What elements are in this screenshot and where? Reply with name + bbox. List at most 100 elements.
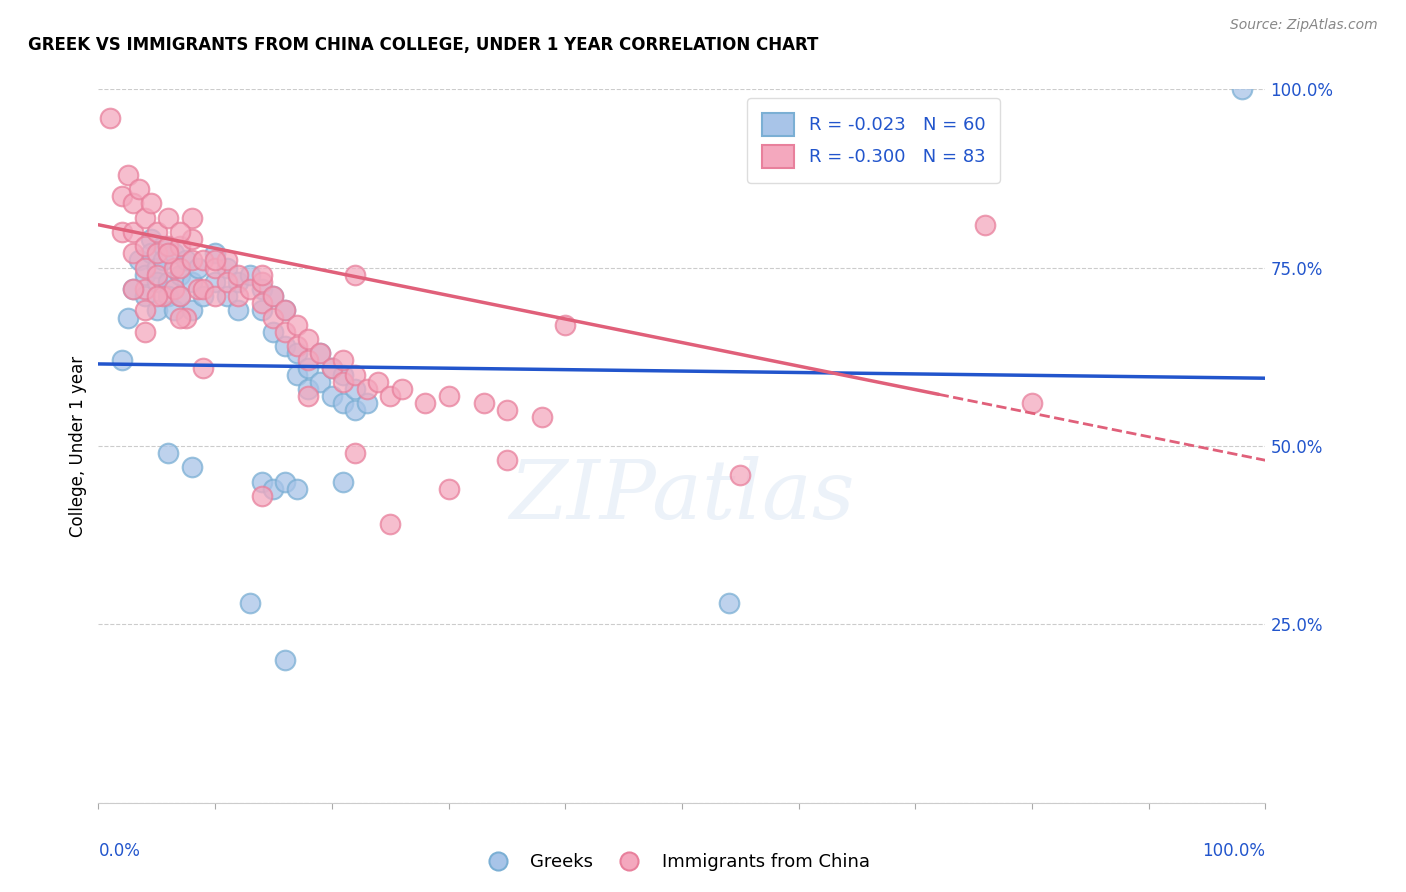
Point <box>122 225 145 239</box>
Point <box>215 260 238 275</box>
Point <box>134 282 156 296</box>
Point <box>380 389 402 403</box>
Point <box>228 303 250 318</box>
Point <box>332 368 354 382</box>
Point <box>530 410 553 425</box>
Point <box>180 232 202 246</box>
Point <box>413 396 436 410</box>
Point <box>297 353 319 368</box>
Point <box>250 303 273 318</box>
Point <box>146 246 169 260</box>
Point <box>1021 396 1043 410</box>
Point <box>228 289 250 303</box>
Legend: Greeks, Immigrants from China: Greeks, Immigrants from China <box>472 847 877 879</box>
Point <box>98 111 121 125</box>
Point <box>344 268 367 282</box>
Point <box>163 260 186 275</box>
Point <box>285 318 308 332</box>
Text: 100.0%: 100.0% <box>1202 842 1265 860</box>
Point <box>139 246 162 260</box>
Point <box>139 196 162 211</box>
Point <box>250 282 273 296</box>
Point <box>472 396 495 410</box>
Point <box>239 268 262 282</box>
Point <box>122 196 145 211</box>
Point <box>204 260 226 275</box>
Point <box>262 325 284 339</box>
Point <box>215 275 238 289</box>
Point <box>169 289 191 303</box>
Point <box>297 332 319 346</box>
Point <box>187 282 209 296</box>
Point <box>117 310 139 325</box>
Point <box>274 303 297 318</box>
Point <box>157 289 180 303</box>
Point <box>134 325 156 339</box>
Point <box>152 239 174 253</box>
Point <box>367 375 389 389</box>
Point <box>157 211 180 225</box>
Point <box>187 260 209 275</box>
Point <box>134 260 156 275</box>
Point <box>163 303 186 318</box>
Point <box>134 289 156 303</box>
Point <box>380 517 402 532</box>
Point <box>297 360 319 375</box>
Point <box>262 289 284 303</box>
Point <box>344 382 367 396</box>
Text: ZIPatlas: ZIPatlas <box>509 456 855 536</box>
Point <box>122 246 145 260</box>
Point <box>111 189 134 203</box>
Point <box>152 289 174 303</box>
Point <box>391 382 413 396</box>
Point <box>974 218 997 232</box>
Point <box>146 289 169 303</box>
Point <box>169 268 191 282</box>
Point <box>169 260 191 275</box>
Point <box>146 260 169 275</box>
Point <box>262 310 284 325</box>
Point <box>309 346 332 360</box>
Point <box>215 253 238 268</box>
Point <box>309 346 332 360</box>
Point <box>228 275 250 289</box>
Point <box>169 239 191 253</box>
Point <box>437 482 460 496</box>
Point <box>285 339 308 353</box>
Point <box>122 282 145 296</box>
Point <box>250 275 273 289</box>
Point <box>169 310 191 325</box>
Y-axis label: College, Under 1 year: College, Under 1 year <box>69 355 87 537</box>
Point <box>332 475 354 489</box>
Point <box>122 282 145 296</box>
Point <box>174 310 197 325</box>
Point <box>437 389 460 403</box>
Point <box>169 225 191 239</box>
Point <box>146 268 169 282</box>
Point <box>157 275 180 289</box>
Point <box>111 353 134 368</box>
Point <box>180 460 202 475</box>
Point <box>285 346 308 360</box>
Point <box>193 360 215 375</box>
Point <box>239 282 262 296</box>
Point <box>344 403 367 417</box>
Point <box>356 382 378 396</box>
Point <box>163 282 186 296</box>
Point <box>332 375 354 389</box>
Point <box>274 653 297 667</box>
Point <box>117 168 139 182</box>
Point <box>297 382 319 396</box>
Point <box>204 246 226 260</box>
Point <box>228 268 250 282</box>
Point <box>250 489 273 503</box>
Point <box>152 253 174 268</box>
Point <box>274 475 297 489</box>
Point <box>157 246 180 260</box>
Point <box>204 289 226 303</box>
Point <box>146 303 169 318</box>
Point <box>321 360 343 375</box>
Point <box>496 403 519 417</box>
Point <box>193 282 215 296</box>
Point <box>134 211 156 225</box>
